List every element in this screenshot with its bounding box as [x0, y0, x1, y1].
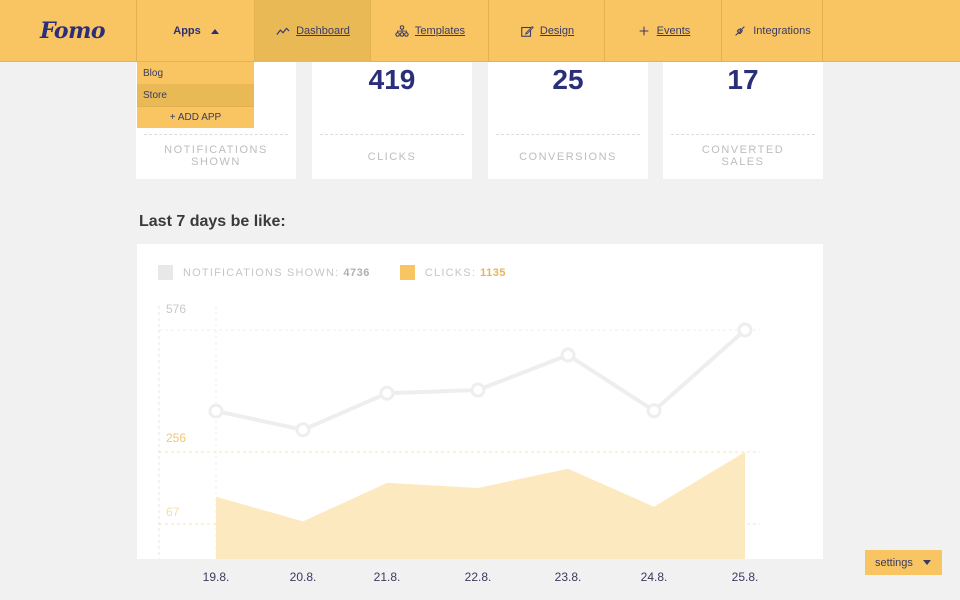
card-separator	[671, 134, 815, 135]
y-tick-label-clicks: 256	[166, 431, 186, 445]
notifications-point	[379, 385, 395, 401]
notifications-point	[646, 403, 662, 419]
legend-value-notifications: 4736	[343, 266, 370, 279]
apps-menu-item-store[interactable]: Store	[137, 84, 254, 106]
nav-dashboard[interactable]: Dashboard	[254, 0, 371, 62]
add-app-button[interactable]: + ADD APP	[137, 106, 254, 128]
apps-menu-item-blog[interactable]: Blog	[143, 67, 164, 79]
stat-label-conversions: CONVERSIONS	[519, 151, 617, 163]
card-separator	[144, 134, 288, 135]
x-tick-label: 22.8.	[464, 570, 492, 584]
stat-label-notifications: NOTIFICATIONS SHOWN	[164, 144, 268, 168]
notifications-point	[737, 322, 753, 338]
plus-icon	[637, 24, 651, 38]
line-chart-icon	[276, 24, 290, 38]
stat-label-converted-sales: CONVERTED SALES	[701, 144, 785, 168]
x-axis-labels: 19.8. 20.8. 21.8. 22.8. 23.8. 24.8. 25.8.	[0, 570, 960, 586]
nav-dashboard-label: Dashboard	[296, 25, 350, 37]
top-nav: Fomo Apps Dashboard Templates Design Eve…	[0, 0, 960, 62]
legend-swatch-clicks	[399, 265, 415, 280]
legend-swatch-notifications	[158, 265, 173, 280]
fomo-logo[interactable]: Fomo	[40, 18, 106, 44]
stat-value-conversions: 25	[552, 64, 584, 95]
x-tick-label: 21.8.	[373, 570, 401, 584]
notifications-line	[215, 328, 747, 432]
nav-templates[interactable]: Templates	[370, 0, 489, 62]
x-tick-label: 20.8.	[289, 570, 317, 584]
nav-events-label: Events	[656, 25, 691, 37]
y-tick-label-clicks: 67	[166, 505, 180, 519]
nav-integrations[interactable]: Integrations	[721, 0, 823, 62]
notifications-point	[560, 347, 576, 363]
nav-events[interactable]: Events	[604, 0, 722, 62]
plug-icon	[733, 24, 747, 38]
x-tick-label: 23.8.	[554, 570, 582, 584]
chart-plot: 576 256 67	[158, 302, 760, 559]
nav-templates-label: Templates	[414, 25, 466, 37]
legend-item-clicks[interactable]: CLICKS: 1135	[399, 265, 506, 280]
clicks-area	[216, 452, 745, 559]
caret-up-icon	[210, 28, 219, 34]
x-tick-label: 19.8.	[202, 570, 230, 584]
nav-apps[interactable]: Apps	[136, 0, 255, 62]
stat-value-converted-sales: 17	[727, 64, 759, 95]
nav-design-label: Design	[539, 25, 575, 37]
card-separator	[496, 134, 640, 135]
nav-design[interactable]: Design	[488, 0, 605, 62]
notifications-point	[295, 422, 311, 438]
stat-card-converted-sales: 17 CONVERTED SALES	[663, 62, 823, 179]
legend-item-notifications[interactable]: NOTIFICATIONS SHOWN: 4736	[158, 265, 370, 280]
card-separator	[320, 134, 464, 135]
apps-dropdown: Blog Store + ADD APP	[137, 62, 254, 128]
y-tick-label-notifications: 576	[166, 302, 186, 316]
sitemap-icon	[395, 24, 409, 38]
notifications-point	[208, 403, 224, 419]
stat-card-conversions: 25 CONVERSIONS	[488, 62, 648, 179]
caret-down-icon	[922, 560, 931, 565]
legend-label-clicks: CLICKS:	[424, 266, 477, 279]
legend-value-clicks: 1135	[480, 266, 506, 279]
nav-apps-label: Apps	[173, 25, 201, 37]
settings-button[interactable]: settings	[865, 550, 942, 575]
legend-label-notifications: NOTIFICATIONS SHOWN:	[183, 266, 340, 279]
settings-label: settings	[875, 556, 913, 569]
notifications-point	[470, 382, 486, 398]
section-title: Last 7 days be like:	[139, 213, 286, 230]
chart-legend: NOTIFICATIONS SHOWN: 4736 CLICKS: 1135	[158, 265, 536, 280]
stat-card-clicks: 419 CLICKS	[312, 62, 472, 179]
nav-integrations-label: Integrations	[753, 25, 811, 37]
x-tick-label: 25.8.	[731, 570, 759, 584]
stat-value-clicks: 419	[368, 64, 416, 95]
stat-label-clicks: CLICKS	[367, 151, 417, 163]
edit-icon	[520, 24, 534, 38]
x-tick-label: 24.8.	[640, 570, 668, 584]
